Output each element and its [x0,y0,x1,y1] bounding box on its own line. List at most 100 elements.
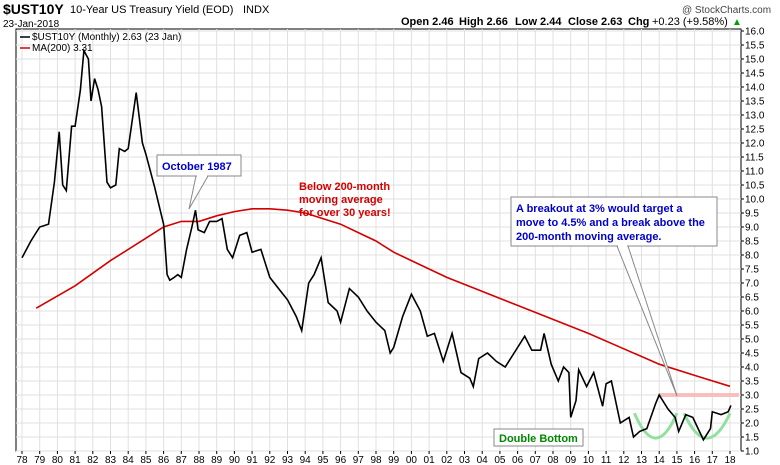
change-label: Chg [628,16,649,28]
x-tick-label: 08 [547,455,559,465]
y-tick-label: 7.5 [745,265,759,276]
y-tick-label: 3.0 [745,391,759,402]
below-ma-line-2: moving average [299,194,383,206]
x-tick-label: 81 [70,455,82,465]
y-tick-label: 14.0 [745,83,765,94]
x-tick-label: 79 [34,455,46,465]
double-bottom-box [493,428,584,447]
x-tick-label: 95 [317,455,329,465]
x-tick-label: 10 [583,455,595,465]
symbol-description: 10-Year US Treasury Yield (EOD) [70,4,233,16]
legend-price: $UST10Y (Monthly) 2.63 (23 Jan) [32,32,181,43]
x-tick-label: 94 [300,455,312,465]
chart-date: 23-Jan-2018 [3,19,60,30]
breakout-line-3: 200-month moving average. [516,231,662,243]
low-value: Low 2.44 [515,16,562,28]
legend-ma: MA(200) 3.31 [32,43,93,54]
x-tick-label: 93 [282,455,294,465]
change-value: +0.23 (+9.58%) [652,16,728,28]
x-tick-label: 89 [211,455,223,465]
y-tick-label: 6.0 [745,307,759,318]
breakout-line-1: A breakout at 3% would target a [516,203,683,215]
x-tick-label: 09 [565,455,577,465]
x-tick-label: 18 [724,455,736,465]
exchange-label: INDX [243,4,270,16]
y-tick-label: 9.0 [745,223,759,234]
x-tick-label: 16 [689,455,701,465]
y-tick-label: 2.0 [745,419,759,430]
ma200-line [35,208,731,388]
x-tick-label: 82 [87,455,99,465]
x-tick-label: 00 [406,455,418,465]
y-tick-label: 15.5 [745,41,765,52]
y-tick-label: 10.0 [745,195,765,206]
open-value: Open 2.46 [401,16,454,28]
y-tick-label: 12.5 [745,125,765,136]
x-tick-label: 78 [16,455,28,465]
x-tick-label: 13 [636,455,648,465]
breakout-callout-box [510,196,718,247]
y-tick-label: 4.5 [745,349,759,360]
y-tick-label: 13.5 [745,97,765,108]
y-tick-label: 7.0 [745,279,759,290]
x-tick-label: 86 [158,455,170,465]
breakout-line-2: move to 4.5% and a break above the [516,217,705,229]
x-tick-label: 07 [530,455,542,465]
y-tick-label: 14.5 [745,69,765,80]
x-tick-label: 14 [654,455,666,465]
x-tick-label: 80 [52,455,64,465]
symbol-title: $UST10Y [3,1,64,17]
y-tick-label: 1.0 [745,447,759,458]
y-tick-label: 5.5 [745,321,759,332]
y-tick-label: 8.5 [745,237,759,248]
y-tick-label: 2.5 [745,405,759,416]
x-tick-label: 88 [193,455,205,465]
y-tick-label: 11.0 [745,167,764,178]
y-tick-label: 16.0 [745,27,765,38]
double-bottom-cup-right [682,412,732,440]
y-tick-label: 10.5 [745,181,765,192]
x-tick-label: 11 [601,455,612,465]
y-axis: 1.0 1.5 2.0 2.5 3.0 3.5 4.0 4.5 5.0 5.5 6.0 6.5 7.0 7… [741,27,765,458]
x-tick-label: 01 [424,455,436,465]
x-tick-label: 06 [512,455,524,465]
x-tick-label: 97 [353,455,365,465]
x-tick-label: 02 [441,455,453,465]
double-bottom-text: Double Bottom [499,433,578,445]
below-ma-line-1: Below 200-month [299,181,390,193]
double-bottom-cup-left [633,412,679,440]
high-value: High 2.66 [459,16,508,28]
x-tick-label: 99 [388,455,400,465]
y-tick-label: 9.5 [745,209,759,220]
x-tick-label: 04 [477,455,489,465]
x-tick-label: 90 [229,455,241,465]
x-tick-label: 83 [105,455,117,465]
x-tick-label: 12 [618,455,630,465]
y-tick-label: 13.0 [745,111,765,122]
x-axis: 78 79 80 81 82 83 84 85 86 87 88 89 90 91 92 93 94 95 96 97… [16,451,736,465]
change-up-icon: ▲ [732,17,742,28]
y-tick-label: 5.0 [745,335,759,346]
y-tick-label: 3.5 [745,377,759,388]
y-tick-label: 1.5 [745,433,759,444]
x-tick-label: 91 [247,455,259,465]
price-line [21,47,732,442]
y-tick-label: 4.0 [745,363,759,374]
x-tick-label: 03 [459,455,471,465]
below-ma-line-3: for over 30 years! [299,207,391,219]
x-tick-label: 92 [264,455,276,465]
x-tick-label: 85 [140,455,152,465]
october-callout-text: October 1987 [162,161,232,173]
y-tick-label: 8.0 [745,251,759,262]
copyright: @ StockCharts.com [682,5,771,16]
x-tick-label: 87 [176,455,188,465]
x-tick-label: 98 [370,455,382,465]
x-tick-label: 17 [707,455,719,465]
y-tick-label: 11.5 [745,153,764,164]
y-tick-label: 6.5 [745,293,759,304]
x-tick-label: 96 [335,455,347,465]
x-tick-label: 15 [671,455,683,465]
resistance-band [659,393,739,397]
y-tick-label: 15.0 [745,55,765,66]
